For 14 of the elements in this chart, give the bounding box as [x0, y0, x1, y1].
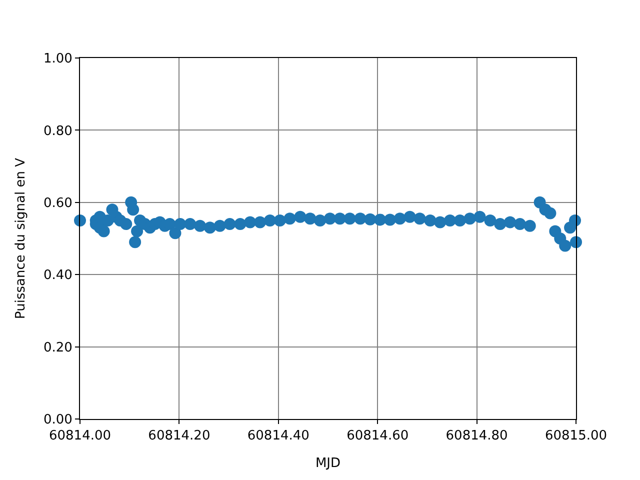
y-tick-label: 1.00 [43, 52, 72, 67]
x-tick-label: 60814.40 [247, 428, 310, 444]
x-tick-label: 60814.80 [446, 428, 508, 444]
x-tick-label: 60815.00 [544, 428, 608, 444]
y-tick-label: 0.80 [43, 124, 72, 139]
y-tick-label: 0.60 [43, 196, 72, 211]
y-tick-label: 0.20 [43, 340, 72, 356]
x-tick-label: 60814.20 [148, 428, 210, 444]
y-axis-title: Puissance du signal en V [13, 158, 28, 319]
y-tick-label: 0.40 [43, 268, 72, 284]
x-tick-label: 60814.60 [346, 428, 409, 444]
y-tick-label: 0.00 [43, 412, 72, 428]
x-axis-title: MJD [315, 456, 341, 472]
x-tick-label: 60814.00 [48, 428, 112, 444]
